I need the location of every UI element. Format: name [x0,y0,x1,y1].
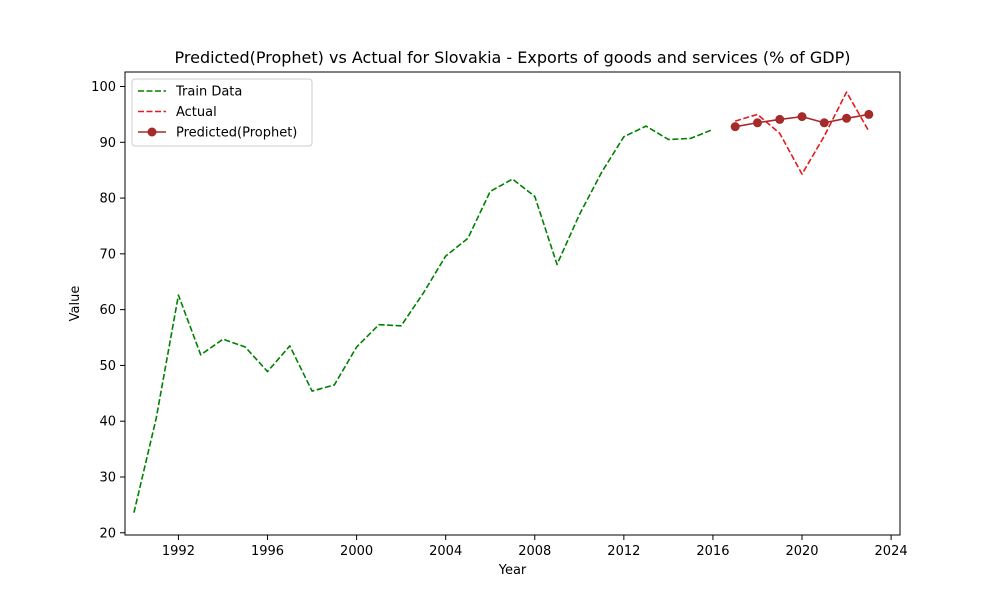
chart-title: Predicted(Prophet) vs Actual for Slovaki… [175,48,851,67]
data-point-predicted-prophet [819,118,829,128]
series-line-train-data [133,125,714,513]
x-tick-label: 1992 [162,544,195,559]
x-tick-label: 2016 [696,544,729,559]
data-point-predicted-prophet [775,114,785,124]
data-point-predicted-prophet [797,112,807,122]
series-layer [133,91,874,513]
data-point-predicted-prophet [730,122,740,132]
y-tick-label: 80 [99,192,116,207]
series-line-actual [734,91,870,175]
data-point-predicted-prophet [752,118,762,128]
x-tick-label: 2020 [785,544,818,559]
x-axis: 1992 1996 2000 2004 2008 2012 2016 2020 2024 [162,535,908,559]
legend-label-train-data: Train Data [175,85,242,100]
legend-label-predicted-prophet: Predicted(Prophet) [176,126,297,141]
x-axis-label: Year [498,563,527,578]
legend: Train Data Actual Predicted(Prophet) [131,78,313,147]
x-tick-label: 2004 [429,544,462,559]
y-axis-label: Value [68,286,83,322]
data-point-predicted-prophet [864,109,874,119]
legend-marker-predicted-prophet [147,127,157,137]
y-tick-label: 50 [99,359,116,374]
x-tick-label: 2008 [518,544,551,559]
x-tick-label: 2024 [875,544,908,559]
legend-label-actual: Actual [176,105,217,120]
plot-frame [124,71,901,536]
y-tick-label: 30 [99,470,116,485]
y-tick-label: 100 [91,80,116,95]
x-tick-label: 1996 [251,544,284,559]
y-tick-label: 60 [99,303,116,318]
y-tick-label: 40 [99,415,116,430]
data-point-predicted-prophet [842,113,852,123]
y-tick-label: 70 [99,247,116,262]
y-axis: 20 30 40 50 60 70 80 90 100 [91,80,125,541]
y-tick-label: 20 [99,526,116,541]
y-tick-label: 90 [99,136,116,151]
legend-box [131,78,313,147]
x-tick-label: 2012 [607,544,640,559]
x-tick-label: 2000 [340,544,373,559]
